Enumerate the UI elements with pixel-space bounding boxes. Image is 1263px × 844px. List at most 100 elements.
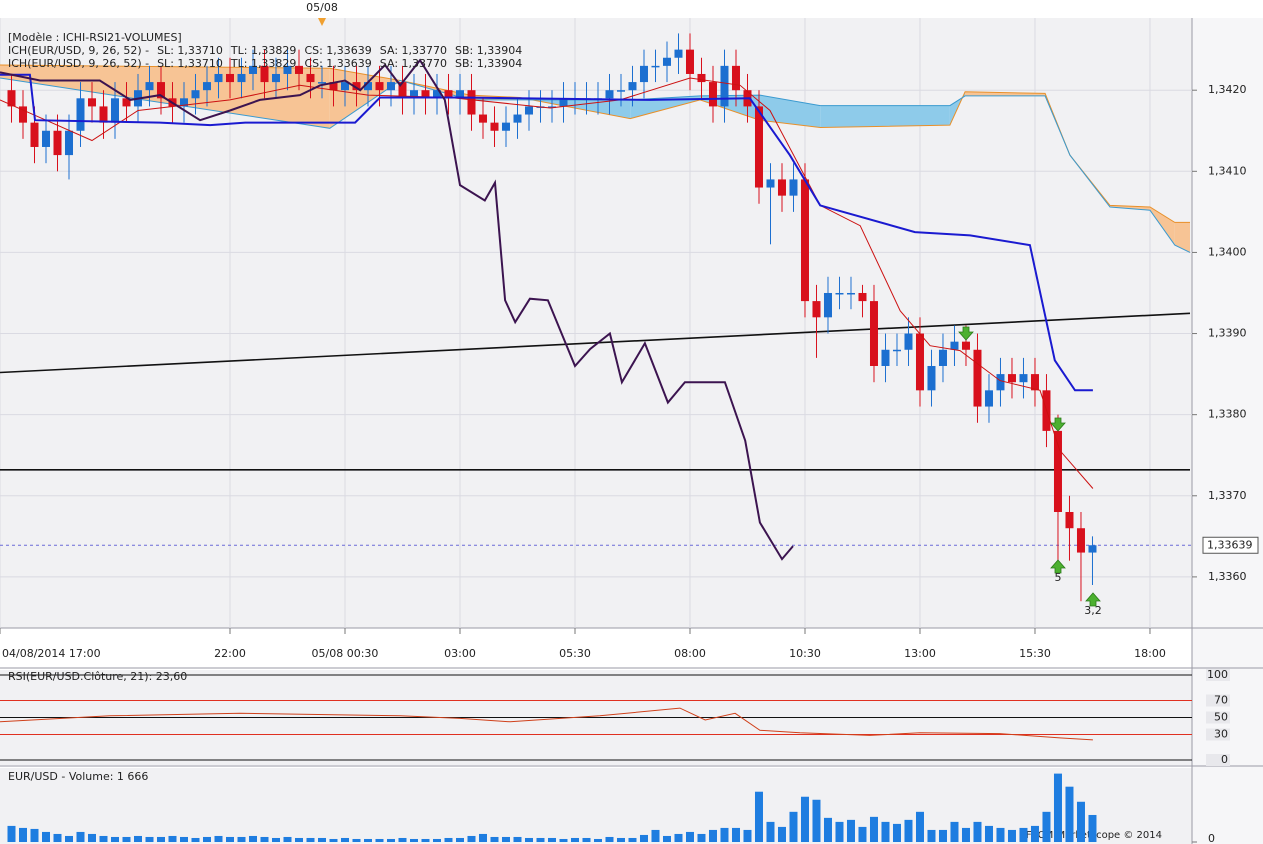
volume-bar <box>202 836 211 842</box>
volume-bar <box>340 837 349 842</box>
candle-body <box>1076 528 1085 553</box>
candle-body <box>1088 545 1097 553</box>
volume-bar <box>110 836 119 842</box>
volume-bar <box>1030 825 1039 842</box>
candle-body <box>846 292 855 295</box>
candle-body <box>87 98 96 107</box>
volume-bar <box>720 827 729 842</box>
candle-body <box>145 82 154 91</box>
volume-bar <box>283 836 292 842</box>
candle-body <box>685 49 694 74</box>
candle-body <box>915 333 924 391</box>
candle-body <box>858 292 867 302</box>
candle-body <box>1053 430 1062 513</box>
candle-body <box>490 122 499 131</box>
candle-body <box>823 292 832 318</box>
volume-bar <box>570 837 579 842</box>
candle-body <box>639 65 648 83</box>
cloud-fill <box>820 105 950 128</box>
volume-bar <box>41 831 50 842</box>
volume-bar <box>904 819 913 842</box>
volume-bar <box>524 837 533 842</box>
candle-body <box>352 82 361 91</box>
legend-entry: TL: 1,33829 <box>230 57 297 70</box>
candle-body <box>432 90 441 99</box>
volume-bar <box>938 829 947 842</box>
candle-body <box>904 333 913 350</box>
volume-bar <box>1019 827 1028 842</box>
volume-bar <box>697 833 706 842</box>
legend-entry: SB: 1,33904 <box>455 44 522 57</box>
candle-body <box>202 82 211 91</box>
volume-bar <box>260 836 269 842</box>
volume-bar <box>892 823 901 842</box>
volume-bar <box>1076 801 1085 842</box>
candle-body <box>1007 374 1016 383</box>
candle-body <box>835 292 844 295</box>
candle-body <box>651 65 660 68</box>
candle-body <box>754 106 763 188</box>
cloud-fill <box>630 95 701 119</box>
volume-bar <box>478 833 487 842</box>
sell-signal <box>1050 417 1066 432</box>
y-tick-box <box>1206 754 1230 766</box>
volume-bar <box>559 838 568 842</box>
model-label: [Modèle : ICHI-RSI21-VOLUMES] <box>8 31 182 44</box>
x-tick-label: 04/08/2014 17:00 <box>2 647 101 660</box>
volume-bar <box>467 835 476 842</box>
volume-bar <box>616 837 625 842</box>
volume-bar <box>133 835 142 842</box>
indicator-line <box>0 58 794 561</box>
candle-body <box>363 82 372 91</box>
volume-bar <box>685 831 694 842</box>
volume-bar <box>225 836 234 842</box>
volume-bar <box>237 836 246 842</box>
candle-body <box>375 82 384 91</box>
volume-bar <box>375 838 384 842</box>
volume-bar <box>306 837 315 842</box>
candle-body <box>524 106 533 115</box>
volume-bar <box>582 837 591 842</box>
volume-bar <box>777 826 786 842</box>
volume-bar <box>984 825 993 842</box>
candle-body <box>984 390 993 407</box>
candle-body <box>766 179 775 188</box>
y-tick-label: 0 <box>1221 753 1228 766</box>
candle-body <box>317 82 326 84</box>
x-tick-label: 22:00 <box>214 647 246 660</box>
volume-bar <box>352 838 361 842</box>
legend-entry: TL: 1,33829 <box>230 44 297 57</box>
volume-bar <box>869 816 878 842</box>
candle-body <box>996 374 1005 391</box>
volume-bar <box>317 837 326 842</box>
candle-body <box>225 73 234 83</box>
candle-body <box>467 90 476 115</box>
candle-body <box>294 65 303 74</box>
cloud-fill <box>965 91 1046 96</box>
volume-bar <box>513 836 522 842</box>
candle-body <box>616 90 625 92</box>
candle-body <box>789 179 798 196</box>
y-tick-label: 1,3370 <box>1208 489 1247 502</box>
x-tick-label: 08:00 <box>674 647 706 660</box>
volume-bar <box>1042 811 1051 842</box>
volume-bar <box>294 837 303 842</box>
candle-body <box>398 82 407 99</box>
candle-body <box>7 90 16 107</box>
y-tick-label: 1,3400 <box>1208 245 1247 258</box>
candle-body <box>191 90 200 99</box>
volume-bar <box>329 838 338 842</box>
last-price-box <box>1202 536 1259 554</box>
candle-body <box>99 106 108 123</box>
volume-bar <box>363 838 372 842</box>
y-tick-label: 70 <box>1214 694 1228 707</box>
volume-panel <box>0 768 1192 844</box>
y-tick-label: 30 <box>1214 728 1228 741</box>
legend-entry: ICH(EUR/USD, 9, 26, 52) - <box>8 57 149 70</box>
volume-bar <box>766 821 775 842</box>
candle-body <box>237 73 246 83</box>
volume-bar <box>1065 786 1074 842</box>
volume-bar <box>674 833 683 842</box>
candle-body <box>248 65 257 74</box>
volume-bar <box>76 831 85 842</box>
